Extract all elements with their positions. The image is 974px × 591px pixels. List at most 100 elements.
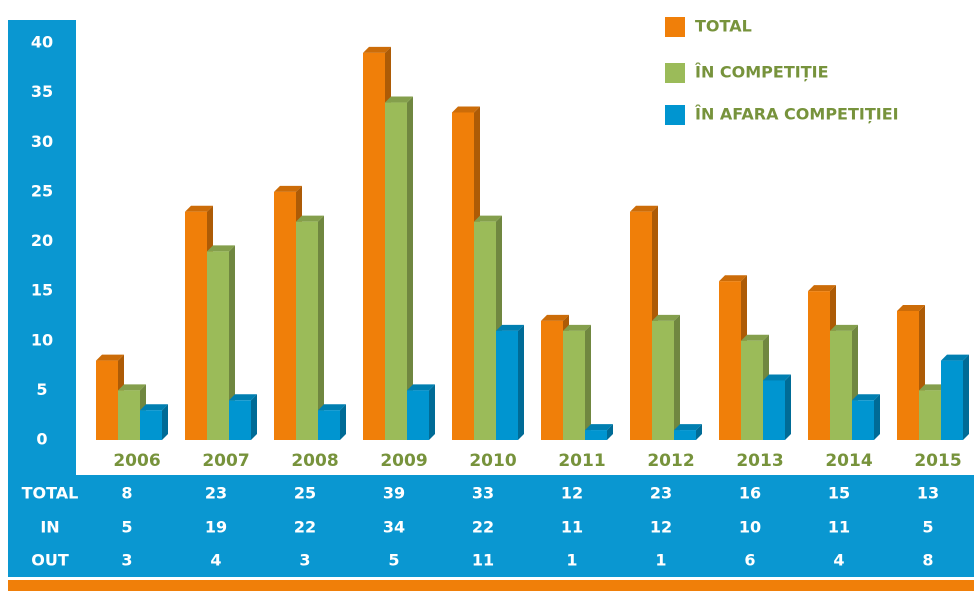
bar (318, 410, 340, 440)
x-tick-label: 2012 (647, 451, 694, 471)
bar-top (763, 374, 791, 381)
table-cell: 8 (922, 551, 933, 570)
bar (830, 330, 852, 440)
bar-top (118, 384, 146, 391)
bar (719, 281, 741, 440)
bar-side (162, 404, 168, 440)
table-row-label: OUT (31, 551, 69, 570)
bar (852, 400, 874, 440)
bar-top (852, 394, 880, 401)
bar (229, 400, 251, 440)
table-cell: 23 (650, 484, 672, 503)
bar-top (185, 205, 213, 212)
y-tick-label: 35 (31, 82, 53, 101)
bar-side (607, 424, 613, 440)
bar-top (941, 354, 969, 361)
bar (452, 112, 474, 440)
bar (407, 390, 429, 440)
table-cell: 39 (383, 484, 405, 503)
table-cell: 34 (383, 518, 405, 537)
x-tick-label: 2011 (558, 451, 605, 471)
bar-top (563, 324, 591, 331)
bar (274, 191, 296, 440)
bar (919, 390, 941, 440)
legend-label: ÎN AFARA COMPETIȚIEI (695, 105, 899, 124)
table-cell: 22 (294, 518, 316, 537)
table-cell: 8 (121, 484, 132, 503)
legend-swatch (665, 105, 685, 125)
bar-top (897, 304, 925, 311)
bar (496, 330, 518, 440)
x-tick-label: 2010 (469, 451, 516, 471)
bar (385, 102, 407, 441)
bar (563, 330, 585, 440)
table-cell: 25 (294, 484, 316, 503)
bar (941, 360, 963, 440)
bar-top (274, 185, 302, 192)
table-cell: 4 (210, 551, 221, 570)
x-tick-label: 2013 (736, 451, 783, 471)
bar (808, 291, 830, 440)
y-tick-label: 25 (31, 181, 53, 200)
bar-side (785, 374, 791, 440)
legend-label: ÎN COMPETIȚIE (695, 63, 829, 82)
bar-top (585, 424, 613, 431)
bar-top (741, 334, 769, 341)
bar-top (652, 314, 680, 321)
bar-top (229, 394, 257, 401)
bar-top (296, 215, 324, 222)
x-tick-label: 2007 (202, 451, 249, 471)
bar-top (318, 404, 346, 411)
x-tick-label: 2009 (380, 451, 427, 471)
bar (140, 410, 162, 440)
bar-side (585, 324, 591, 440)
bar-top (385, 96, 413, 103)
table-cell: 15 (828, 484, 850, 503)
y-axis-band (8, 20, 76, 475)
bar-top (719, 275, 747, 282)
bar-top (363, 46, 391, 53)
bar-top (630, 205, 658, 212)
bar-top (207, 245, 235, 252)
bar-side (518, 324, 524, 440)
bar-side (229, 245, 235, 440)
bar-top (919, 384, 947, 391)
table-cell: 12 (561, 484, 583, 503)
bar-top (674, 424, 702, 431)
y-tick-label: 40 (31, 33, 53, 52)
table-cell: 3 (299, 551, 310, 570)
table-cell: 10 (739, 518, 761, 537)
bottom-bar (8, 580, 974, 591)
bar (585, 430, 607, 440)
bar-top (96, 354, 124, 361)
x-tick-label: 2014 (825, 451, 872, 471)
x-tick-label: 2015 (914, 451, 961, 471)
table-cell: 3 (121, 551, 132, 570)
table-row-label: TOTAL (22, 484, 79, 503)
bar-top (541, 314, 569, 321)
table-cell: 11 (472, 551, 494, 570)
bar-top (496, 324, 524, 331)
table-cell: 23 (205, 484, 227, 503)
table-cell: 22 (472, 518, 494, 537)
bar-side (318, 215, 324, 440)
legend-label: TOTAL (695, 17, 752, 36)
y-tick-label: 10 (31, 330, 53, 349)
bar (118, 390, 140, 440)
table-cell: 5 (121, 518, 132, 537)
bar-top (140, 404, 168, 411)
legend-swatch (665, 17, 685, 37)
bar (652, 320, 674, 440)
bar (185, 211, 207, 440)
y-tick-label: 30 (31, 132, 53, 151)
bar (363, 52, 385, 441)
bar-top (407, 384, 435, 391)
bar (296, 221, 318, 440)
y-tick-label: 20 (31, 231, 53, 250)
table-row-label: IN (40, 518, 59, 537)
table-cell: 1 (566, 551, 577, 570)
table-cell: 16 (739, 484, 761, 503)
table-cell: 33 (472, 484, 494, 503)
table-cell: 4 (833, 551, 844, 570)
